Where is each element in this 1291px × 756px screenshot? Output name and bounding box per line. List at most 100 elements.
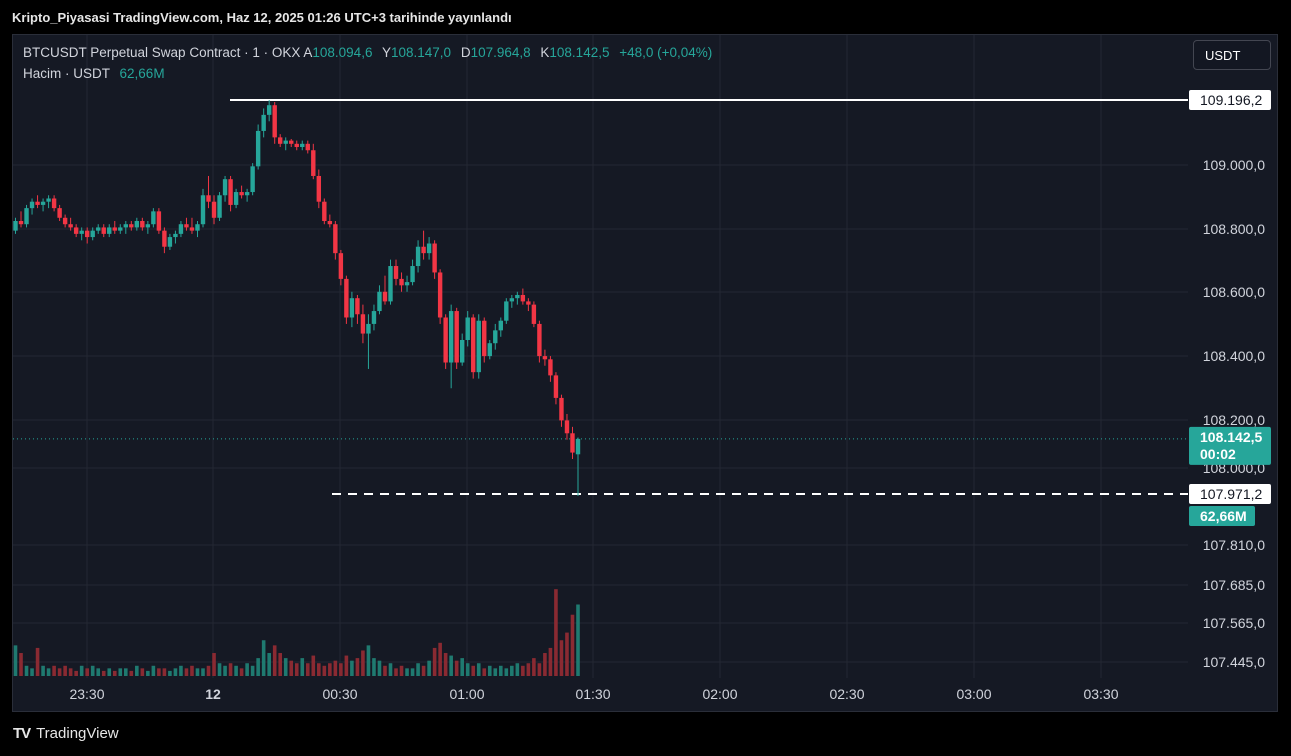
volume-bar [289, 660, 294, 676]
volume-bar [377, 660, 382, 676]
high-label: Y [381, 45, 391, 60]
candle-body [90, 230, 95, 238]
candle-body [399, 278, 404, 286]
volume-bar [261, 640, 266, 676]
candle-body [51, 198, 57, 209]
volume-bar [90, 665, 95, 676]
candle-body [118, 227, 123, 231]
candle-body [244, 192, 250, 196]
candle-body [443, 317, 448, 363]
volume-bar [278, 653, 283, 676]
volume-label[interactable]: Hacim · USDT [23, 66, 110, 81]
x-tick-label: 03:30 [1083, 686, 1118, 702]
x-tick-label: 02:30 [829, 686, 864, 702]
volume-bar [405, 668, 409, 676]
volume-bar [13, 645, 18, 676]
volume-bar [35, 647, 40, 676]
candle-body [355, 298, 360, 315]
candle-body [112, 227, 117, 231]
candle-body [432, 243, 437, 273]
candle-body [305, 143, 310, 151]
symbol-legend: BTCUSDT Perpetual Swap Contract · 1 · OK… [23, 45, 718, 60]
candle-body [96, 227, 101, 231]
candle-body [537, 323, 542, 357]
volume-bar [361, 650, 365, 676]
candle-body [548, 359, 553, 376]
volume-bar [206, 665, 211, 676]
last-price-label: 108.142,5 [1200, 429, 1262, 445]
volume-bar [168, 670, 172, 676]
low-value: 107.964,8 [470, 45, 531, 60]
volume-bar [272, 645, 277, 676]
candle-body [129, 224, 134, 228]
volume-bar [465, 663, 470, 676]
candle-body [107, 227, 112, 234]
volume-bar [526, 663, 531, 676]
candle-body [338, 253, 344, 279]
candle-body [454, 311, 459, 363]
volume-bar [559, 640, 564, 676]
volume-bar [140, 668, 145, 676]
candle-body [62, 217, 68, 225]
candle-body [278, 137, 283, 144]
volume-bar [460, 658, 464, 676]
candle-body [504, 301, 509, 321]
volume-bar [493, 668, 498, 676]
volume-bar [190, 665, 194, 676]
x-tick-label: 12 [205, 686, 221, 702]
volume-bar [554, 589, 558, 676]
volume-bar [179, 665, 183, 676]
x-tick-label: 02:00 [702, 686, 737, 702]
volume-bar [421, 665, 426, 676]
candle-body [162, 230, 167, 247]
volume-bar [372, 658, 376, 676]
candle-body [250, 166, 255, 193]
candle-body [360, 314, 366, 334]
symbol-title[interactable]: BTCUSDT Perpetual Swap Contract · 1 · OK… [23, 45, 301, 60]
candle-body [18, 220, 24, 225]
candle-body [349, 298, 355, 318]
volume-bar [548, 647, 553, 676]
volume-bar [135, 665, 139, 676]
volume-bar [19, 653, 23, 676]
candle-body [575, 438, 581, 455]
currency-button[interactable]: USDT [1193, 40, 1271, 70]
candle-body [410, 266, 415, 283]
x-tick-label: 03:00 [956, 686, 991, 702]
tradingview-brand[interactable]: TV TradingView [13, 725, 119, 742]
candle-body [40, 201, 46, 205]
volume-bar [157, 668, 161, 676]
candle-body [46, 198, 51, 202]
volume-bar [129, 670, 134, 676]
candle-body [151, 211, 156, 225]
candle-body [200, 195, 206, 225]
volume-bar [399, 665, 404, 676]
volume-bar [317, 663, 321, 676]
volume-bar [355, 658, 360, 676]
candle-body [366, 323, 371, 334]
candle-body [195, 224, 200, 231]
volume-bar [570, 614, 575, 676]
volume-bar [250, 665, 255, 676]
candle-body [393, 266, 399, 279]
candle-body [300, 143, 305, 148]
candle-body [526, 301, 531, 305]
volume-bar [223, 665, 227, 676]
candle-body [255, 130, 261, 167]
volume-bar [256, 658, 260, 676]
volume-bar [96, 668, 101, 676]
y-tick-label: 108.200,0 [1203, 412, 1265, 428]
x-tick-label: 01:00 [449, 686, 484, 702]
volume-bar [394, 668, 398, 676]
hline-high-label-box [1189, 90, 1271, 110]
chart-pane[interactable] [12, 34, 1278, 712]
candle-body [509, 298, 515, 302]
volume-bar [350, 660, 354, 676]
candle-body [101, 227, 106, 234]
x-tick-label: 23:30 [69, 686, 104, 702]
volume-bar [30, 668, 34, 676]
candle-body [217, 195, 222, 218]
volume-bar [532, 658, 536, 676]
candle-body [239, 192, 244, 196]
